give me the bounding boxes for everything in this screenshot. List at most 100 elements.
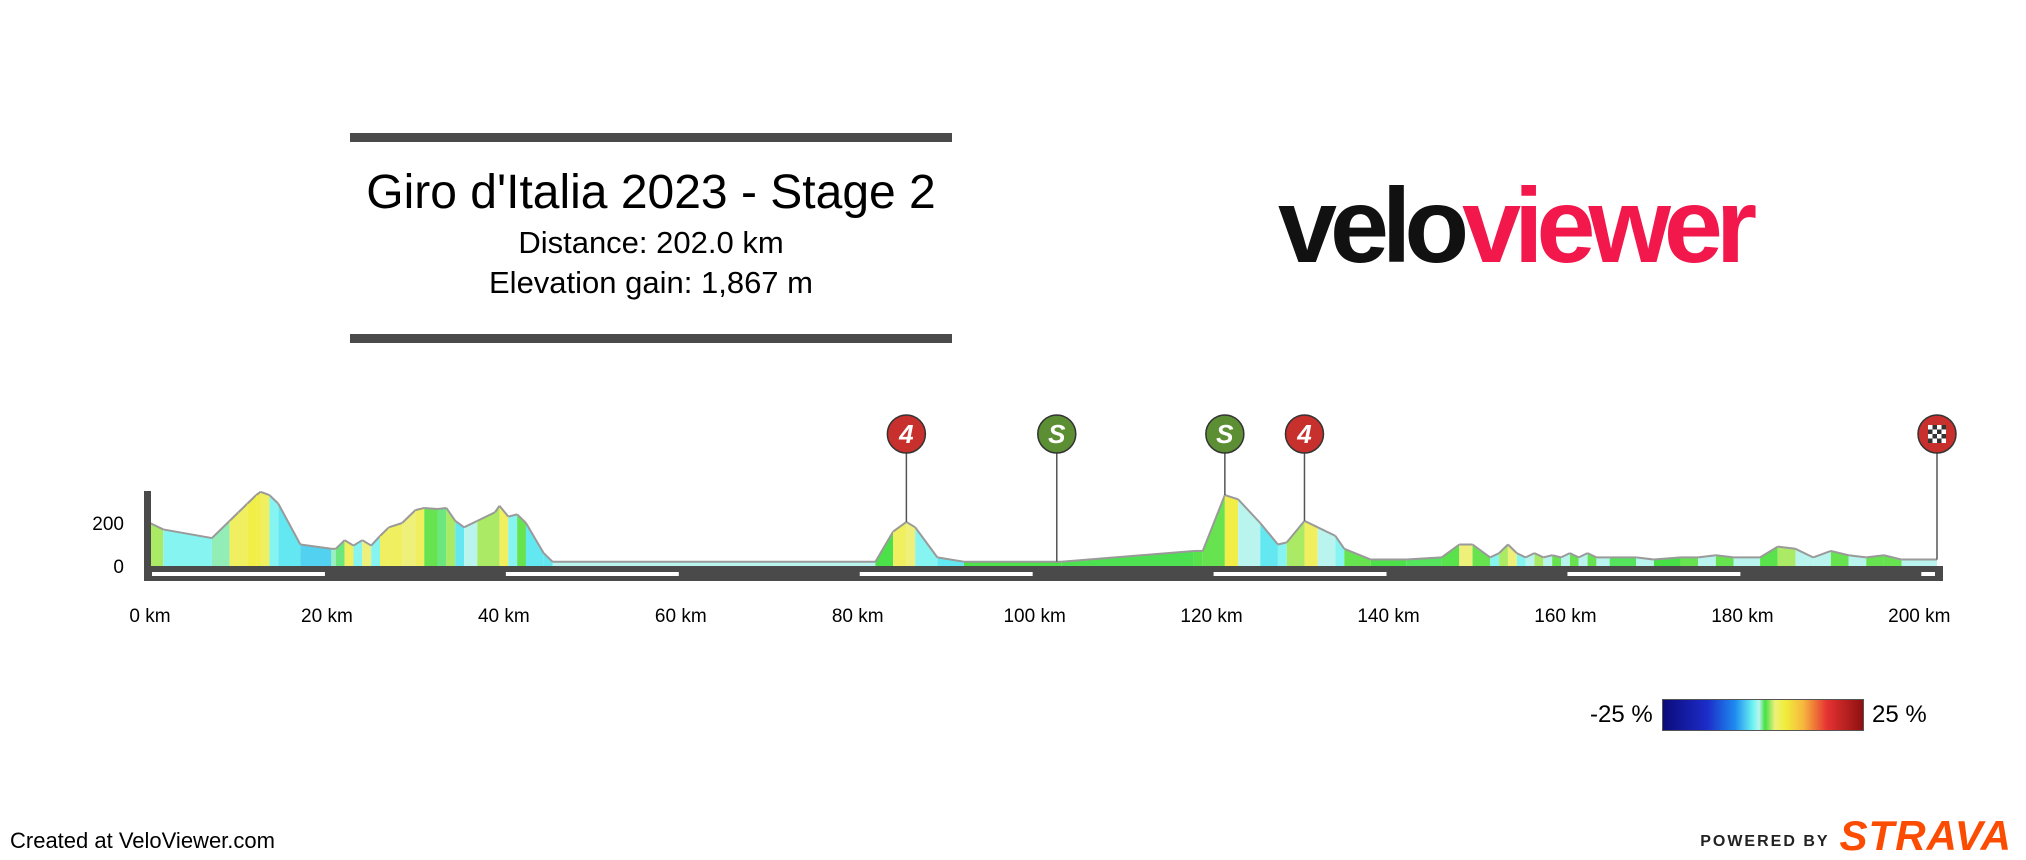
profile-segment [362, 540, 372, 566]
profile-outline [370, 535, 381, 547]
profile-outline [361, 539, 372, 547]
profile-outline [415, 506, 425, 512]
x-tick-label: 120 km [1180, 606, 1242, 627]
x-tick-label: 60 km [655, 606, 707, 627]
profile-segment [1569, 553, 1579, 566]
profile-outline [1777, 545, 1796, 550]
profile-outline [1812, 550, 1832, 559]
profile-segment [1344, 548, 1371, 566]
profile-outline [1653, 556, 1681, 561]
profile-segment [1472, 544, 1491, 566]
finish-flag-square [1932, 434, 1937, 439]
profile-outline [1061, 549, 1194, 563]
profile-outline [914, 526, 939, 558]
profile-outline [1259, 522, 1279, 546]
profile-segment [300, 544, 332, 566]
finish-flag-square [1937, 438, 1942, 443]
profile-outline [1441, 543, 1460, 559]
title-bottom-rule [350, 334, 952, 343]
profile-outline [1334, 535, 1346, 550]
profile-segment [163, 529, 212, 566]
profile-outline [892, 521, 907, 533]
gradient-legend-bar [1662, 699, 1864, 731]
profile-outline [1525, 552, 1535, 559]
profile-segment [499, 505, 509, 566]
profile-outline [163, 528, 213, 540]
kom-marker [1284, 414, 1325, 454]
profile-segment [1543, 555, 1553, 566]
profile-segment [446, 507, 456, 566]
profile-segment [1193, 550, 1203, 566]
profile-segment [344, 540, 354, 566]
profile-segment [906, 521, 916, 566]
profile-outline [1516, 552, 1527, 559]
stage-title: Giro d'Italia 2023 - Stage 2 [366, 166, 936, 219]
profile-segment [1277, 542, 1287, 566]
profile-segment [353, 540, 363, 566]
profile-outline [246, 494, 257, 505]
finish-flag-square [1941, 438, 1946, 443]
profile-segment [1286, 520, 1305, 566]
profile-segment [477, 512, 496, 566]
x-tick-label: 100 km [1003, 606, 1065, 627]
finish-flag-square [1932, 425, 1937, 430]
x-tick-label: 20 km [301, 606, 353, 627]
profile-segment [415, 507, 425, 566]
profile-outline [277, 503, 302, 545]
profile-outline [388, 522, 403, 529]
profile-outline [1304, 519, 1319, 529]
profile-outline [1569, 552, 1580, 559]
kom-marker [886, 414, 927, 454]
profile-segment [963, 561, 1062, 566]
profile-segment [1441, 544, 1460, 566]
finish-flag-square [1941, 429, 1946, 434]
profile-outline [228, 511, 240, 522]
profile-segment [1760, 546, 1778, 566]
profile-outline [211, 520, 231, 539]
profile-segment [1202, 495, 1225, 566]
profile-outline [401, 509, 417, 524]
x-tick-label: 180 km [1711, 606, 1773, 627]
profile-outline [476, 511, 496, 522]
profile-segment [388, 523, 403, 566]
profile-segment [1587, 553, 1597, 566]
finish-flag-square [1932, 438, 1937, 443]
profile-outline [1471, 543, 1491, 559]
profile-outline [1636, 556, 1655, 561]
marker-label: 4 [1296, 419, 1312, 449]
marker-label: S [1048, 419, 1066, 449]
profile-outline [1507, 543, 1518, 554]
distance-bar-stripe [1213, 572, 1387, 576]
profile-outline [937, 556, 965, 563]
title-box: Giro d'Italia 2023 - Stage 2 Distance: 2… [350, 133, 952, 343]
marker-label: S [1216, 419, 1234, 449]
profile-segment [1733, 557, 1761, 566]
profile-outline [1866, 554, 1885, 559]
profile-outline [1578, 552, 1588, 559]
distance-bar-stripe [152, 572, 325, 576]
profile-outline [1560, 552, 1571, 559]
profile-segment [1866, 555, 1884, 566]
elevation-gain-label: Elevation gain: 1,867 m [489, 265, 813, 300]
y-axis-bar [144, 491, 151, 566]
profile-outline [1698, 554, 1716, 559]
finish-flag-square [1928, 434, 1933, 439]
x-tick-label: 80 km [832, 606, 884, 627]
profile-outline [335, 539, 346, 550]
profile-outline [352, 539, 363, 547]
finish-flag-square [1932, 429, 1937, 434]
profile-outline [454, 520, 465, 529]
profile-outline [1848, 554, 1867, 559]
profile-segment [424, 507, 438, 566]
gradient-legend-min-label: -25 % [1590, 701, 1653, 728]
profile-segment [402, 510, 416, 566]
profile-outline [1317, 526, 1336, 537]
distance-bar-stripe [859, 572, 1033, 576]
profile-outline [1498, 543, 1509, 554]
profile-segment [1795, 548, 1814, 566]
profile-segment [331, 548, 336, 566]
profile-segment [1534, 553, 1544, 566]
finish-flag-square [1937, 429, 1942, 434]
profile-segment [1552, 555, 1562, 566]
profile-segment [150, 523, 164, 566]
